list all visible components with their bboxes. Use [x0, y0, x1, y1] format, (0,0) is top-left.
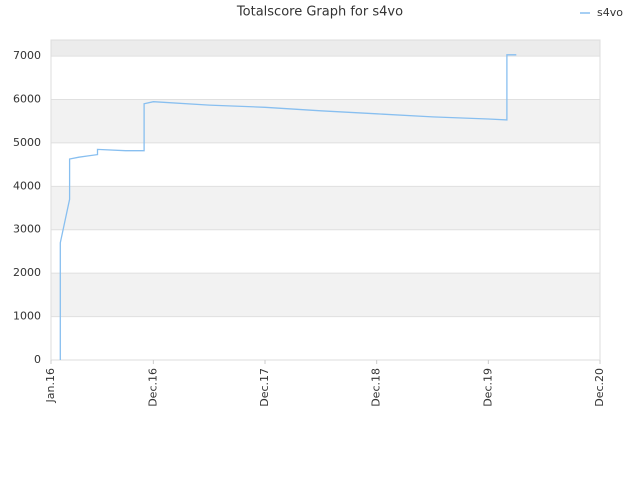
y-tick-label: 2000: [13, 266, 41, 279]
y-tick-label: 3000: [13, 223, 41, 236]
x-tick-label: Jan.16: [44, 368, 57, 403]
grid-band: [51, 186, 600, 230]
plot-frame: [50, 39, 601, 361]
y-tick-label: 4000: [13, 179, 41, 192]
grid-band: [51, 273, 600, 317]
x-tick-label: Dec.17: [258, 368, 271, 407]
x-tick-label: Dec.18: [370, 368, 383, 407]
grid-band: [51, 40, 600, 57]
x-tick-label: Dec.20: [593, 368, 606, 407]
x-tick-label: Dec.19: [481, 368, 494, 407]
y-tick-label: 6000: [13, 92, 41, 105]
y-tick-label: 7000: [13, 49, 41, 62]
x-tick-label: Dec.16: [146, 368, 159, 407]
y-tick-label: 1000: [13, 310, 41, 323]
chart-title: Totalscore Graph for s4vo: [236, 5, 403, 20]
grid-band: [51, 99, 600, 143]
legend-label: s4vo: [597, 6, 623, 19]
data-line: [59, 54, 517, 360]
y-tick-label: 0: [34, 353, 41, 366]
y-tick-label: 5000: [13, 136, 41, 149]
